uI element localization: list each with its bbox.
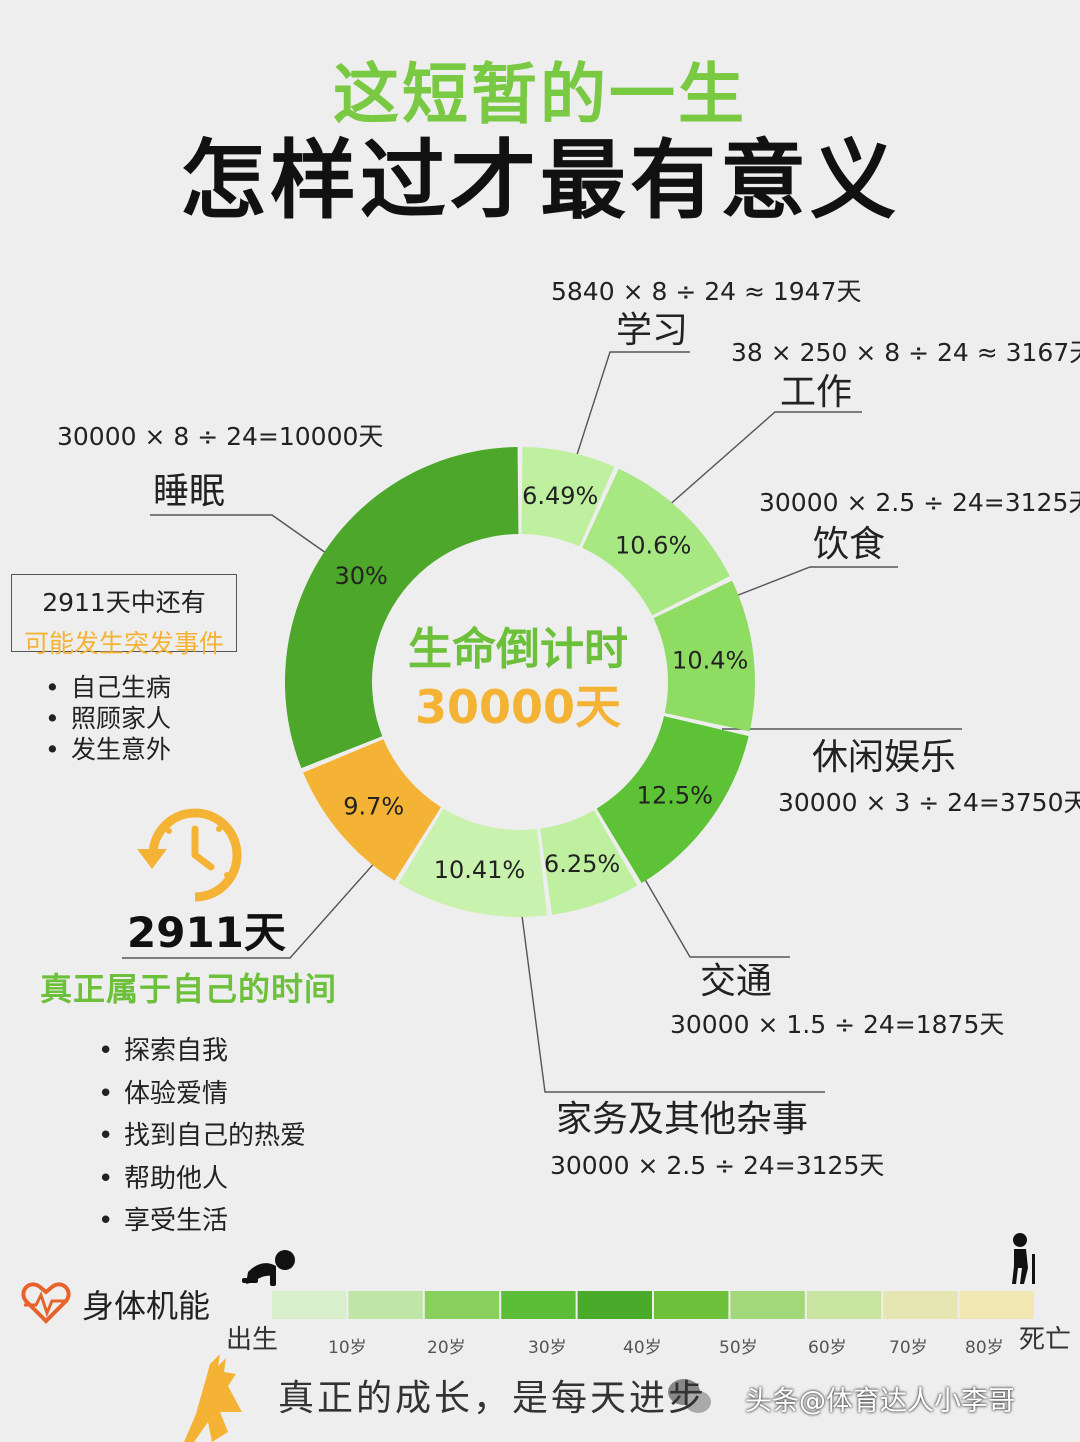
age-tick-label: 30岁 (528, 1338, 567, 1358)
list-item: 帮助他人 (98, 1158, 306, 1201)
motto: 真正的成长，是每天进步 (278, 1378, 708, 1419)
diet-label: 饮食 (813, 524, 886, 565)
vitality-bar-segment (577, 1291, 652, 1319)
age-tick-label: 50岁 (719, 1338, 758, 1358)
percent-label-sleep: 30% (334, 562, 387, 590)
own-time-subtitle: 真正属于自己的时间 (40, 970, 338, 1008)
list-item: 享受生活 (98, 1200, 306, 1243)
vitality-label: 身体机能 (82, 1287, 211, 1325)
vitality-bar-segment (959, 1291, 1034, 1319)
countdown-days: 30000天 (414, 680, 622, 734)
chores-label: 家务及其他杂事 (556, 1099, 809, 1140)
clock-rewind-icon (137, 808, 242, 902)
unexpected-list: 自己生病 照顾家人 发生意外 (45, 672, 171, 765)
leisure-formula: 30000 × 3 ÷ 24=3750天 (778, 788, 1080, 817)
unexpected-line-1: 2911天中还有 (42, 588, 206, 617)
list-item: 发生意外 (45, 734, 171, 765)
list-item: 体验爱情 (98, 1073, 306, 1116)
unexpected-line-2: 可能发生突发事件 (23, 629, 224, 658)
age-tick-label: 80岁 (965, 1338, 1004, 1358)
work-label: 工作 (780, 372, 853, 413)
death-label: 死亡 (1019, 1325, 1072, 1355)
wechat-icon (668, 1379, 711, 1413)
percent-label-traffic: 6.25% (544, 850, 620, 878)
elderly-person-icon (1012, 1233, 1035, 1284)
vitality-bar-segment (424, 1291, 500, 1319)
list-item: 照顾家人 (45, 703, 171, 734)
vitality-bar-segment (272, 1291, 347, 1319)
work-formula: 38 × 250 × 8 ÷ 24 ≈ 3167天 (731, 338, 1080, 367)
donut-segment-chores (398, 808, 548, 917)
own-time-days: 2911天 (127, 908, 286, 957)
percent-label-leisure: 12.5% (637, 782, 713, 810)
age-tick-label: 20岁 (427, 1338, 466, 1358)
percent-label-study: 6.49% (522, 482, 598, 510)
crawling-baby-icon (242, 1250, 295, 1286)
vitality-bar-segment (654, 1291, 729, 1319)
percent-label-own-time: 9.7% (343, 793, 404, 821)
unexpected-events-box: 2911天中还有 可能发生突发事件 (11, 574, 237, 658)
sleep-label: 睡眠 (153, 471, 226, 512)
traffic-formula: 30000 × 1.5 ÷ 24=1875天 (670, 1010, 1005, 1039)
list-item: 自己生病 (45, 672, 171, 703)
countdown-label: 生命倒计时 (408, 624, 628, 675)
donut-segment-diet (653, 580, 755, 732)
vitality-bar-segment (883, 1291, 958, 1319)
leader-line-own (122, 841, 394, 959)
donut-segment-sleep (284, 447, 519, 769)
donut-segment-own-time (303, 739, 441, 881)
vitality-bar-segment (730, 1291, 805, 1319)
age-tick-label: 10岁 (328, 1338, 367, 1358)
heart-pulse-icon (21, 1282, 71, 1324)
title-line-2: 怎样过才最有意义 (180, 131, 900, 231)
vitality-bar-segment (501, 1291, 576, 1319)
donut-segment-work (582, 468, 730, 616)
donut-segment-traffic (540, 810, 638, 915)
leader-line-work (649, 411, 862, 523)
vitality-bar-segment (806, 1291, 882, 1319)
leader-line-chores (517, 884, 825, 1093)
percent-label-work: 10.6% (615, 531, 691, 559)
vitality-bar-segment (348, 1291, 423, 1319)
study-formula: 5840 × 8 ÷ 24 ≈ 1947天 (551, 277, 862, 306)
percent-label-chores: 10.41% (434, 856, 526, 884)
chores-formula: 30000 × 2.5 ÷ 24=3125天 (550, 1151, 885, 1180)
list-item: 找到自己的热爱 (98, 1115, 306, 1158)
birth-label: 出生 (226, 1325, 279, 1355)
leader-line-study (564, 351, 690, 493)
diet-formula: 30000 × 2.5 ÷ 24=3125天 (759, 488, 1080, 517)
study-label: 学习 (616, 310, 689, 351)
traffic-label: 交通 (700, 961, 773, 1002)
list-item: 探索自我 (98, 1030, 306, 1073)
leader-line-traffic (631, 856, 790, 958)
own-time-list: 探索自我 体验爱情 找到自己的热爱 帮助他人 享受生活 (98, 1030, 306, 1243)
sleep-formula: 30000 × 8 ÷ 24=10000天 (57, 422, 384, 451)
donut-segment-study (521, 447, 615, 547)
age-tick-label: 40岁 (623, 1338, 662, 1358)
watermark: 头条@体育达人小李哥 (745, 1386, 1015, 1417)
deer-icon (184, 1354, 242, 1442)
age-tick-label: 70岁 (889, 1338, 928, 1358)
donut-segment-leisure (596, 716, 749, 884)
age-tick-label: 60岁 (808, 1338, 847, 1358)
title-line-1: 这短暂的一生 (333, 56, 747, 133)
percent-label-diet: 10.4% (672, 647, 748, 675)
leisure-label: 休闲娱乐 (812, 737, 957, 778)
